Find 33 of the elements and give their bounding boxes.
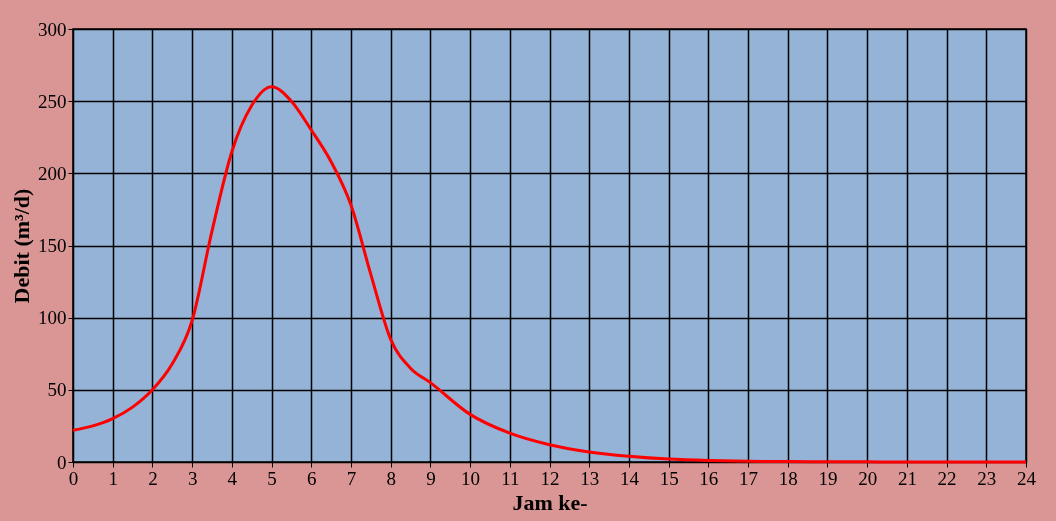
y-axis-title: Debit (m³/d)	[9, 188, 34, 304]
x-tick-label: 16	[699, 467, 719, 489]
x-tick-label: 9	[426, 467, 436, 489]
x-tick-label: 23	[977, 467, 997, 489]
x-tick-label: 8	[386, 467, 396, 489]
y-tick-label: 100	[38, 307, 67, 329]
y-tick-label: 300	[38, 18, 67, 40]
x-tick-label: 7	[346, 467, 357, 489]
x-axis-title: Jam ke-	[512, 489, 588, 515]
x-tick-label: 4	[227, 467, 238, 489]
x-tick-label: 5	[267, 467, 277, 489]
x-tick-label: 2	[148, 467, 158, 489]
x-tick-label: 21	[897, 467, 917, 489]
y-tick-label: 200	[38, 162, 67, 184]
x-tick-label: 1	[108, 467, 118, 489]
x-tick-label: 24	[1017, 467, 1037, 489]
x-tick-label: 22	[937, 467, 957, 489]
y-tick-label: 150	[38, 235, 67, 256]
x-tick-label: 14	[619, 467, 640, 489]
x-tick-label: 3	[187, 467, 198, 489]
x-tick-label: 19	[818, 467, 838, 489]
x-tick-label: 12	[540, 467, 560, 489]
x-tick-label: 18	[778, 467, 798, 489]
x-tick-label: 10	[461, 467, 481, 489]
x-tick-label: 15	[659, 467, 679, 489]
x-tick-label: 20	[858, 467, 878, 489]
x-tick-label: 11	[501, 467, 520, 489]
y-tick-label: 0	[57, 451, 67, 473]
y-tick-label: 250	[38, 90, 67, 112]
x-tick-label: 6	[307, 467, 317, 489]
x-tick-label: 17	[739, 467, 759, 489]
x-tick-label: 13	[580, 467, 600, 489]
y-tick-label: 50	[47, 379, 67, 401]
